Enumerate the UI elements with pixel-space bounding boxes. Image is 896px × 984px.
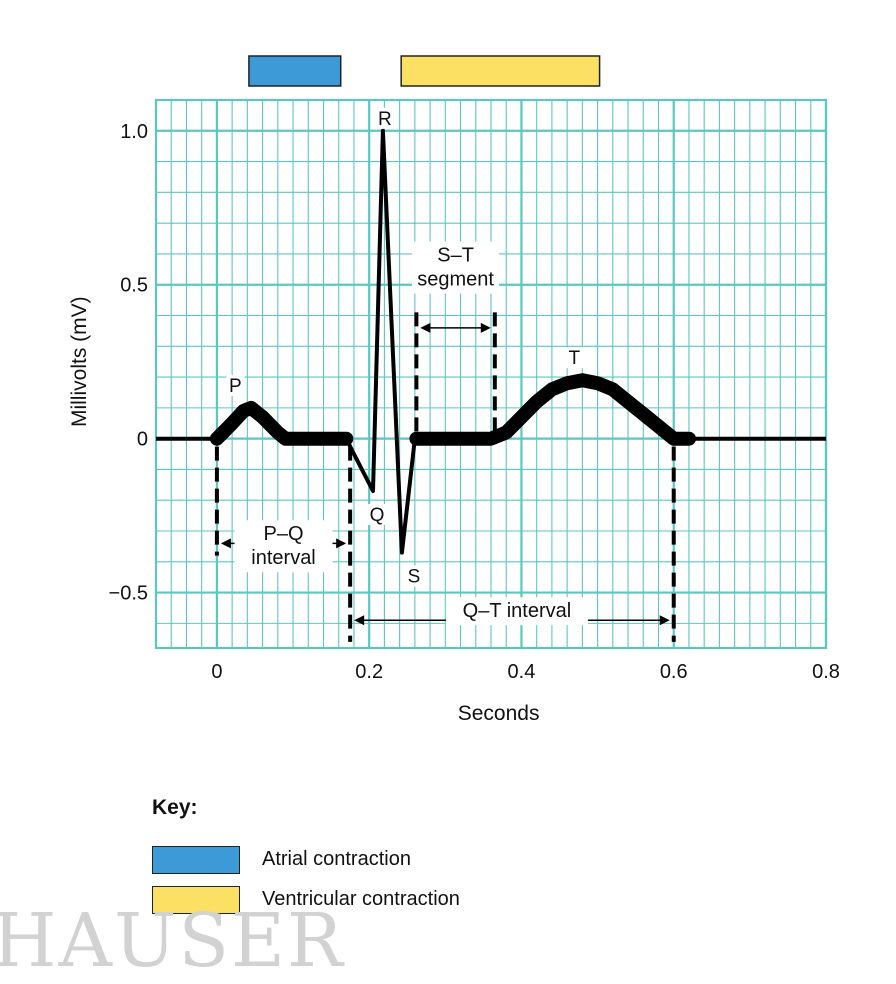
x-tick-label: 0.4 [508, 661, 536, 683]
st-segment-label-line: S–T [437, 245, 474, 267]
x-axis-label: Seconds [458, 702, 540, 725]
peak-label-text: Q [370, 505, 385, 526]
ventricular-swatch [152, 886, 240, 914]
x-tick-label: 0.2 [355, 661, 383, 683]
plot-frame [154, 98, 828, 650]
pq-interval-label-bg [234, 520, 333, 573]
x-tick-label: 0 [211, 661, 222, 683]
ecg-chart: 1.0 0.5 0 −0.5 0 0.2 0.4 0.6 0.8 Seconds Millivolt… [68, 55, 840, 725]
peak-label-text: P [229, 376, 242, 397]
grid-lines [155, 99, 828, 648]
ecg-t-wave-segment [409, 373, 696, 446]
pq-arrow-head-left [220, 538, 231, 549]
st-arrow-head-right [480, 322, 491, 333]
peak-label-bg [375, 107, 394, 129]
y-tick-label: 0.5 [120, 275, 148, 297]
ecg-p-wave-segment [209, 400, 354, 446]
peak-label-bg [404, 565, 423, 587]
peak-label-text: R [378, 109, 392, 130]
peak-label-text: S [408, 567, 421, 588]
st-arrow-head-left [420, 322, 431, 333]
y-tick-label: 0 [137, 429, 148, 451]
key-label-ventricular: Ventricular contraction [262, 888, 460, 910]
key-label-atrial: Atrial contraction [262, 848, 411, 870]
pq-interval-label-line: interval [251, 547, 315, 569]
st-segment-label-line: segment [417, 269, 494, 291]
st-segment-label-bg [412, 241, 500, 294]
qt-interval-label-bg [445, 597, 588, 626]
qt-arrow-head-right [659, 615, 670, 626]
atrial-contraction-bar [248, 55, 342, 87]
peak-label-text: T [569, 348, 581, 369]
pq-interval-label-line: P–Q [264, 523, 304, 545]
y-axis-label: Millivolts (mV) [68, 296, 91, 427]
qt-interval-label: Q–T interval [445, 597, 588, 626]
peak-label-bg [226, 374, 245, 396]
x-tick-label: 0.8 [812, 661, 840, 683]
qt-arrow-head-left [354, 615, 365, 626]
peak-label-s: S [404, 565, 423, 588]
key-title: Key: [152, 796, 198, 819]
peak-label-bg [565, 347, 584, 369]
ventricular-contraction-bar [400, 55, 601, 87]
y-tick-label: −0.5 [109, 583, 148, 605]
atrial-swatch [152, 846, 240, 874]
watermark: HAUSER [0, 898, 345, 984]
peak-label-bg [367, 503, 386, 525]
peak-label-p: P [226, 374, 245, 397]
x-tick-label: 0.6 [660, 661, 688, 683]
qt-interval-label-line: Q–T interval [463, 600, 572, 622]
y-tick-label: 1.0 [120, 121, 148, 143]
peak-label-q: Q [367, 503, 386, 526]
peak-label-t: T [565, 347, 584, 369]
pq-arrow-head-right [336, 538, 347, 549]
peak-label-r: R [375, 107, 394, 130]
